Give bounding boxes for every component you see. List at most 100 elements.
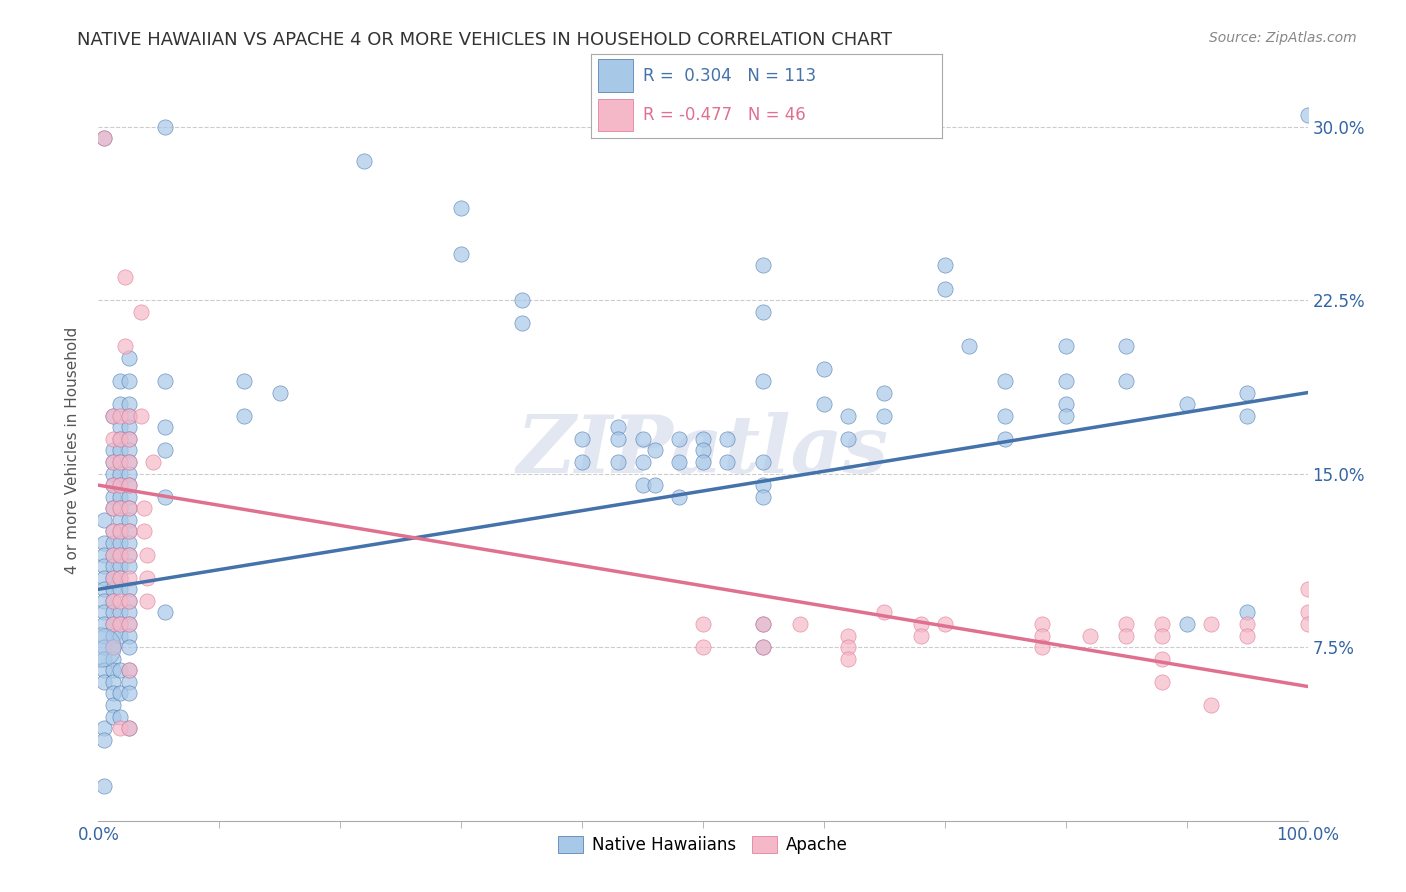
Text: Source: ZipAtlas.com: Source: ZipAtlas.com <box>1209 31 1357 45</box>
Point <box>93 651 115 665</box>
Point <box>101 594 124 608</box>
Point <box>108 524 131 539</box>
Point <box>934 259 956 273</box>
Point <box>108 721 131 735</box>
Point <box>1115 628 1137 642</box>
Point <box>101 501 124 516</box>
Point <box>1236 628 1258 642</box>
Point <box>118 594 141 608</box>
Point <box>631 455 654 469</box>
Point <box>108 432 131 446</box>
Point <box>108 548 131 562</box>
Point <box>101 536 124 550</box>
Point <box>118 721 141 735</box>
Point <box>118 374 141 388</box>
Point <box>108 663 131 677</box>
Point <box>813 362 835 376</box>
Point <box>101 674 124 689</box>
Point <box>1296 108 1319 122</box>
Point <box>108 490 131 504</box>
Point <box>571 432 593 446</box>
Point <box>118 663 141 677</box>
Point <box>1175 617 1198 632</box>
Point <box>101 432 124 446</box>
Point <box>118 536 141 550</box>
Point <box>108 443 131 458</box>
Point <box>101 559 124 574</box>
Point <box>108 374 131 388</box>
Point <box>752 640 775 654</box>
Point <box>101 698 124 712</box>
Point <box>1031 628 1053 642</box>
Point <box>1054 409 1077 423</box>
Point <box>934 617 956 632</box>
Point <box>114 269 136 284</box>
Point <box>118 617 141 632</box>
Point <box>752 490 775 504</box>
Point <box>1175 397 1198 411</box>
Point <box>118 455 141 469</box>
Point <box>101 640 124 654</box>
Point <box>134 501 156 516</box>
Point <box>118 582 141 597</box>
Point <box>108 455 131 469</box>
Point <box>1115 339 1137 353</box>
Point <box>1078 628 1101 642</box>
Bar <box>598 99 633 131</box>
Point <box>93 513 115 527</box>
Point <box>142 455 165 469</box>
Point <box>837 651 859 665</box>
Point <box>93 674 115 689</box>
Point <box>108 409 131 423</box>
Point <box>108 686 131 700</box>
Point <box>1152 651 1174 665</box>
Point <box>1199 617 1222 632</box>
Point <box>101 478 124 492</box>
Point <box>108 628 131 642</box>
Point <box>910 628 932 642</box>
Point <box>101 524 124 539</box>
Point <box>232 409 254 423</box>
Point <box>93 628 115 642</box>
Point <box>108 709 131 723</box>
Point <box>129 304 152 318</box>
Point <box>118 663 141 677</box>
Point <box>108 548 131 562</box>
Point <box>101 617 124 632</box>
Point <box>108 478 131 492</box>
Point <box>108 617 131 632</box>
Point <box>752 455 775 469</box>
Point <box>118 548 141 562</box>
Point <box>994 374 1017 388</box>
Point <box>994 409 1017 423</box>
Point <box>1296 606 1319 620</box>
Point <box>118 409 141 423</box>
Point <box>873 385 896 400</box>
Point <box>752 374 775 388</box>
Point <box>118 490 141 504</box>
Point <box>153 443 176 458</box>
Point <box>118 455 141 469</box>
Point <box>135 571 157 585</box>
Point <box>118 617 141 632</box>
Point <box>93 640 115 654</box>
Point <box>101 606 124 620</box>
Point <box>837 409 859 423</box>
Point <box>101 594 124 608</box>
Point <box>101 640 124 654</box>
Point <box>93 559 115 574</box>
Point <box>118 686 141 700</box>
Point <box>101 443 124 458</box>
Point <box>118 467 141 481</box>
Point <box>153 420 176 434</box>
Point <box>93 594 115 608</box>
Point <box>153 120 176 134</box>
Point <box>1296 617 1319 632</box>
Point <box>108 432 131 446</box>
Point <box>118 640 141 654</box>
Point <box>101 409 124 423</box>
Point <box>129 409 152 423</box>
Point <box>1236 385 1258 400</box>
Point <box>114 339 136 353</box>
Point <box>752 617 775 632</box>
